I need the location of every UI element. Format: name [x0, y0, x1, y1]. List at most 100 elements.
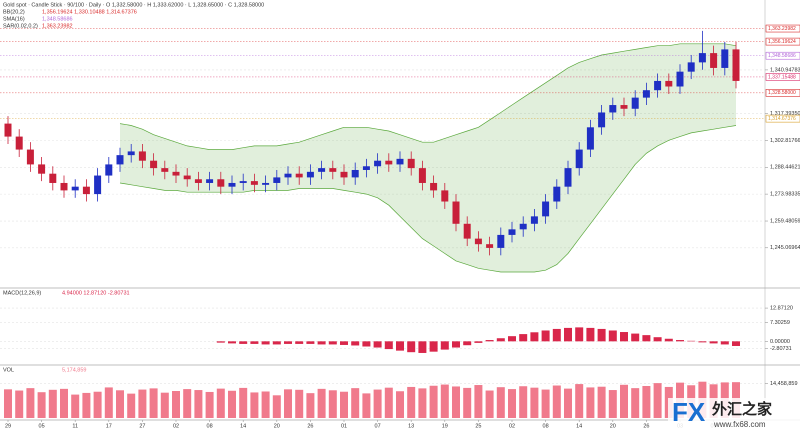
bar: [261, 341, 270, 345]
indicator-value: 1,348.58686: [42, 16, 73, 22]
bar: [205, 391, 214, 418]
x-tick-label: 08: [207, 423, 213, 429]
price-tag-box: [765, 37, 800, 46]
candle-body: [452, 201, 460, 224]
bar: [676, 340, 684, 342]
candle-body: [273, 177, 281, 183]
price-tag-box: [765, 73, 800, 81]
candle-body: [194, 179, 202, 183]
bar: [597, 328, 606, 342]
candle-body: [295, 173, 303, 178]
price-tag-label: 1,337.15488: [768, 74, 796, 80]
bar: [216, 341, 225, 343]
bar: [552, 328, 561, 342]
panel-value: 5,174,859: [62, 367, 86, 373]
candle-body: [38, 164, 46, 174]
x-tick-label: 27: [139, 423, 145, 429]
candle-body: [519, 223, 527, 230]
bar: [541, 330, 550, 342]
candle-body: [183, 175, 191, 180]
candle-body: [351, 169, 359, 178]
candle-body: [687, 62, 695, 72]
y-tick-label: 1,273.98335: [770, 192, 800, 198]
bar: [608, 330, 617, 342]
bar: [642, 385, 651, 418]
x-tick-label: 14: [576, 423, 582, 429]
bar: [160, 392, 169, 418]
candle-body: [250, 181, 258, 185]
y-tick-label: 7.30259: [770, 320, 790, 326]
price-tag-label: 1,328.58000: [768, 90, 796, 96]
bar: [564, 327, 572, 342]
bar: [15, 390, 24, 418]
watermark-name: 外汇之家: [711, 400, 772, 418]
bar: [519, 386, 528, 418]
bar: [530, 332, 539, 342]
bar: [407, 341, 416, 353]
y-tick-label: 14,458,859: [770, 381, 798, 387]
candle-body: [430, 182, 438, 191]
y-tick-label: 1,288.44621: [770, 165, 800, 171]
bar: [250, 392, 259, 418]
bar: [552, 385, 561, 418]
candle-body: [94, 175, 102, 195]
bar: [116, 390, 124, 418]
y-tick-label: 1,245.06964: [770, 245, 800, 251]
bar: [440, 341, 449, 350]
bar: [732, 341, 740, 346]
bar: [183, 389, 192, 418]
x-tick-label: 11: [72, 423, 78, 429]
bar: [653, 383, 662, 418]
bar: [149, 388, 158, 418]
band-fill: [120, 43, 736, 273]
bar: [60, 388, 68, 418]
watermark-logo: FX: [672, 397, 706, 427]
bar: [216, 388, 225, 418]
candle-body: [497, 234, 505, 248]
candle-body: [542, 201, 550, 217]
price-tag-box: [765, 114, 800, 123]
chart-title: Gold spot · Candle Stick · 90/100 · Dail…: [3, 2, 264, 8]
bar: [687, 340, 696, 342]
candle-body: [710, 53, 718, 68]
bar: [340, 341, 348, 345]
y-tick-label: 1,259.48059: [770, 218, 800, 224]
bar: [620, 384, 628, 418]
bar: [295, 341, 304, 344]
bar: [384, 341, 393, 350]
y-tick-label: -2.80731: [770, 346, 792, 352]
candle-body: [508, 229, 516, 235]
candle-body: [239, 181, 247, 183]
x-tick-label: 26: [307, 423, 313, 429]
bar: [485, 340, 494, 342]
bar: [575, 327, 584, 342]
candle-body: [665, 80, 673, 87]
panel-title: VOL: [3, 367, 14, 373]
bar: [541, 389, 550, 418]
indicator-label: SAR(0.02,0.2): [3, 23, 38, 29]
candle-body: [396, 158, 404, 165]
bar: [575, 384, 584, 418]
bar: [82, 392, 91, 418]
bar: [440, 384, 449, 418]
x-tick-label: 13: [408, 423, 414, 429]
indicator-value: 1,363.23982: [42, 23, 73, 29]
candle-body: [206, 179, 214, 183]
bar: [631, 333, 640, 342]
candle-body: [407, 158, 415, 169]
bar: [104, 387, 113, 418]
bar: [384, 387, 393, 418]
bar: [306, 341, 315, 344]
bar: [317, 388, 326, 418]
bar: [519, 334, 528, 342]
price-tag-label: 1,348.58686: [768, 53, 796, 59]
bar: [127, 393, 136, 418]
candle-body: [418, 168, 426, 183]
candle-body: [217, 179, 225, 187]
bar: [597, 386, 606, 418]
x-tick-label: 08: [543, 423, 549, 429]
bar: [452, 386, 460, 418]
candle-body: [262, 182, 270, 185]
